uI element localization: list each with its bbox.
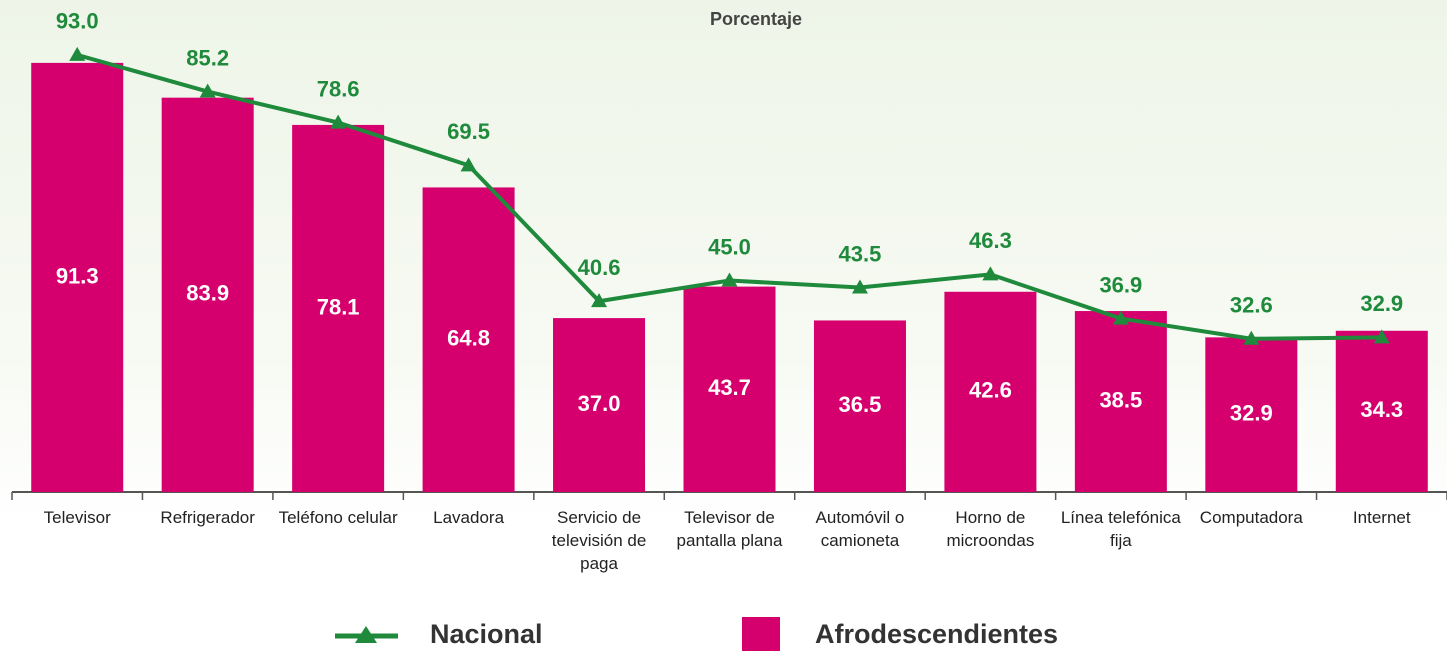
line-value-label: 32.9 bbox=[1360, 291, 1403, 316]
bar-value-label: 91.3 bbox=[56, 263, 99, 288]
line-marker bbox=[69, 46, 86, 61]
bar bbox=[422, 187, 515, 492]
bar-value-label: 83.9 bbox=[186, 281, 229, 306]
x-tick-label: Refrigerador bbox=[160, 508, 255, 527]
legend-marker bbox=[355, 626, 377, 643]
bar bbox=[31, 62, 124, 492]
bar-value-label: 43.7 bbox=[708, 375, 751, 400]
x-tick-label: Televisor de pantalla plana bbox=[676, 508, 783, 550]
bar bbox=[1335, 330, 1428, 492]
x-tick-label: Internet bbox=[1352, 508, 1411, 527]
line-value-label: 45.0 bbox=[708, 234, 751, 259]
line-value-label: 93.0 bbox=[56, 9, 99, 34]
legend-swatch bbox=[742, 617, 780, 651]
bar-value-label: 34.3 bbox=[1360, 397, 1403, 422]
line-value-label: 40.6 bbox=[578, 255, 621, 280]
x-tick-label: Automóvil o camioneta bbox=[815, 508, 905, 550]
line-marker bbox=[199, 83, 216, 98]
x-tick-label: Computadora bbox=[1199, 508, 1303, 527]
x-tick-label: Televisor bbox=[43, 508, 111, 527]
line-marker bbox=[1243, 330, 1260, 345]
x-tick-label: Lavadora bbox=[433, 508, 505, 527]
legend-label: Afrodescendientes bbox=[815, 619, 1058, 649]
bar bbox=[292, 124, 385, 493]
line-value-label: 32.6 bbox=[1230, 293, 1273, 318]
bar-value-label: 64.8 bbox=[447, 326, 490, 351]
line-value-label: 85.2 bbox=[186, 45, 229, 70]
line-marker bbox=[1112, 310, 1129, 325]
bar-value-label: 42.6 bbox=[969, 378, 1012, 403]
line-marker bbox=[330, 114, 347, 129]
line-marker bbox=[721, 272, 738, 287]
line-marker bbox=[460, 157, 477, 172]
bar bbox=[1205, 337, 1298, 492]
legend-label: Nacional bbox=[430, 619, 543, 649]
bar bbox=[944, 291, 1037, 492]
line-value-label: 69.5 bbox=[447, 119, 490, 144]
x-tick-label: Servicio de televisión de paga bbox=[551, 508, 647, 573]
bar-value-label: 36.5 bbox=[839, 392, 882, 417]
bar bbox=[1074, 311, 1167, 492]
line-value-label: 78.6 bbox=[317, 76, 360, 101]
bar-value-label: 32.9 bbox=[1230, 400, 1273, 425]
bar bbox=[813, 320, 906, 492]
line-marker bbox=[1373, 329, 1390, 344]
bar bbox=[553, 318, 646, 492]
line-marker bbox=[591, 293, 608, 308]
bar-value-label: 37.0 bbox=[578, 391, 621, 416]
line-marker bbox=[851, 279, 868, 294]
bar-value-label: 78.1 bbox=[317, 294, 360, 319]
bar-value-label: 38.5 bbox=[1099, 387, 1142, 412]
x-tick-label: Línea telefónica fija bbox=[1060, 508, 1181, 550]
line-value-label: 43.5 bbox=[839, 241, 882, 266]
bar bbox=[683, 286, 776, 492]
line-marker bbox=[982, 266, 999, 281]
x-tick-label: Horno de microondas bbox=[946, 508, 1035, 550]
line-value-label: 36.9 bbox=[1099, 272, 1142, 297]
x-tick-label: Teléfono celular bbox=[278, 508, 398, 527]
chart-title: Porcentaje bbox=[710, 9, 802, 29]
bar bbox=[161, 97, 254, 493]
line-value-label: 46.3 bbox=[969, 228, 1012, 253]
